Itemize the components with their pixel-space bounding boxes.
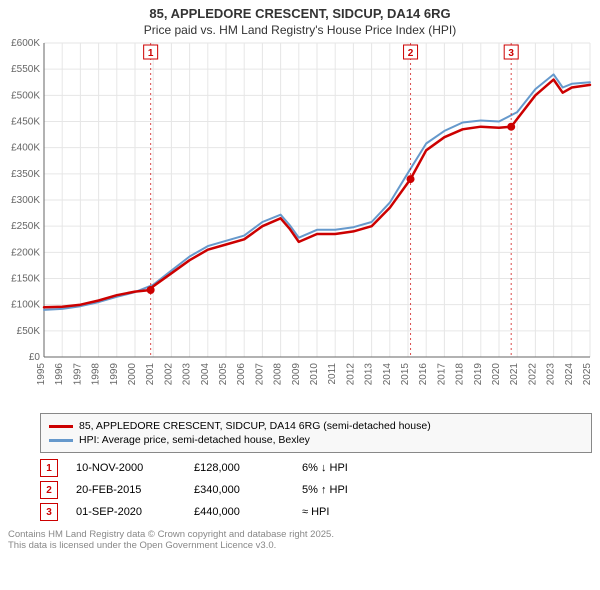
legend: 85, APPLEDORE CRESCENT, SIDCUP, DA14 6RG… <box>40 413 592 453</box>
svg-text:1997: 1997 <box>72 363 83 386</box>
svg-text:2014: 2014 <box>382 363 393 386</box>
svg-text:1: 1 <box>148 48 154 59</box>
title-line-1: 85, APPLEDORE CRESCENT, SIDCUP, DA14 6RG <box>0 6 600 21</box>
sale-price: £440,000 <box>194 506 284 518</box>
legend-swatch <box>49 439 73 442</box>
svg-text:2007: 2007 <box>254 363 265 386</box>
sale-date: 10-NOV-2000 <box>76 462 176 474</box>
svg-text:2001: 2001 <box>145 363 156 386</box>
chart-svg: £0 £50K £100K £150K £200K £250K £300K £350K £400… <box>0 37 600 407</box>
chart-container: 85, APPLEDORE CRESCENT, SIDCUP, DA14 6RG… <box>0 0 600 551</box>
sale-date: 20-FEB-2015 <box>76 484 176 496</box>
svg-text:2018: 2018 <box>455 363 466 386</box>
svg-text:2002: 2002 <box>163 363 174 386</box>
svg-text:£600K: £600K <box>11 38 40 49</box>
sale-badge: 1 <box>40 459 58 477</box>
legend-label: 85, APPLEDORE CRESCENT, SIDCUP, DA14 6RG… <box>79 420 431 432</box>
sales-row: 1 10-NOV-2000 £128,000 6% ↓ HPI <box>40 459 592 477</box>
svg-text:2013: 2013 <box>364 363 375 386</box>
legend-item: 85, APPLEDORE CRESCENT, SIDCUP, DA14 6RG… <box>49 420 583 432</box>
svg-text:2003: 2003 <box>182 363 193 386</box>
chart-titles: 85, APPLEDORE CRESCENT, SIDCUP, DA14 6RG… <box>0 0 600 37</box>
svg-text:£300K: £300K <box>11 195 40 206</box>
svg-text:£200K: £200K <box>11 247 40 258</box>
svg-text:1996: 1996 <box>54 363 65 386</box>
svg-text:2024: 2024 <box>564 363 575 386</box>
svg-text:£500K: £500K <box>11 90 40 101</box>
legend-item: HPI: Average price, semi-detached house,… <box>49 434 583 446</box>
sale-badge: 3 <box>40 503 58 521</box>
sales-row: 2 20-FEB-2015 £340,000 5% ↑ HPI <box>40 481 592 499</box>
svg-text:1998: 1998 <box>91 363 102 386</box>
sales-table: 1 10-NOV-2000 £128,000 6% ↓ HPI 2 20-FEB-2015… <box>40 459 592 521</box>
svg-text:1999: 1999 <box>109 363 120 386</box>
svg-text:2005: 2005 <box>218 363 229 386</box>
svg-text:2020: 2020 <box>491 363 502 386</box>
svg-text:2010: 2010 <box>309 363 320 386</box>
svg-text:2023: 2023 <box>546 363 557 386</box>
svg-text:2022: 2022 <box>527 363 538 386</box>
sale-diff: 6% ↓ HPI <box>302 462 392 474</box>
svg-text:2016: 2016 <box>418 363 429 386</box>
svg-text:2011: 2011 <box>327 363 338 385</box>
legend-label: HPI: Average price, semi-detached house,… <box>79 434 310 446</box>
svg-text:£400K: £400K <box>11 143 40 154</box>
svg-text:£550K: £550K <box>11 64 40 75</box>
sales-row: 3 01-SEP-2020 £440,000 ≈ HPI <box>40 503 592 521</box>
svg-text:2019: 2019 <box>473 363 484 386</box>
svg-text:2012: 2012 <box>345 363 356 386</box>
svg-text:2015: 2015 <box>400 363 411 386</box>
sale-badge: 2 <box>40 481 58 499</box>
sale-price: £128,000 <box>194 462 284 474</box>
sale-diff: ≈ HPI <box>302 506 392 518</box>
sale-diff: 5% ↑ HPI <box>302 484 392 496</box>
sale-date: 01-SEP-2020 <box>76 506 176 518</box>
svg-text:2021: 2021 <box>509 363 520 386</box>
svg-text:2006: 2006 <box>236 363 247 386</box>
svg-text:£150K: £150K <box>11 274 40 285</box>
legend-swatch <box>49 425 73 428</box>
svg-text:2025: 2025 <box>582 363 593 386</box>
svg-text:£50K: £50K <box>17 326 41 337</box>
chart-plot: £0 £50K £100K £150K £200K £250K £300K £350K £400… <box>0 37 600 407</box>
svg-text:£0: £0 <box>29 352 41 363</box>
footer-line-1: Contains HM Land Registry data © Crown c… <box>8 529 592 540</box>
footer-line-2: This data is licensed under the Open Gov… <box>8 540 592 551</box>
svg-text:2017: 2017 <box>436 363 447 386</box>
svg-text:2009: 2009 <box>291 363 302 386</box>
svg-text:1995: 1995 <box>36 363 47 386</box>
svg-text:2000: 2000 <box>127 363 138 386</box>
svg-text:£450K: £450K <box>11 117 40 128</box>
svg-text:£250K: £250K <box>11 221 40 232</box>
svg-text:2008: 2008 <box>273 363 284 386</box>
svg-text:2: 2 <box>408 48 414 59</box>
svg-text:2004: 2004 <box>200 363 211 386</box>
svg-text:£350K: £350K <box>11 169 40 180</box>
sale-price: £340,000 <box>194 484 284 496</box>
footer-attribution: Contains HM Land Registry data © Crown c… <box>8 529 592 551</box>
svg-text:3: 3 <box>508 48 514 59</box>
title-line-2: Price paid vs. HM Land Registry's House … <box>0 23 600 37</box>
svg-text:£100K: £100K <box>11 300 40 311</box>
